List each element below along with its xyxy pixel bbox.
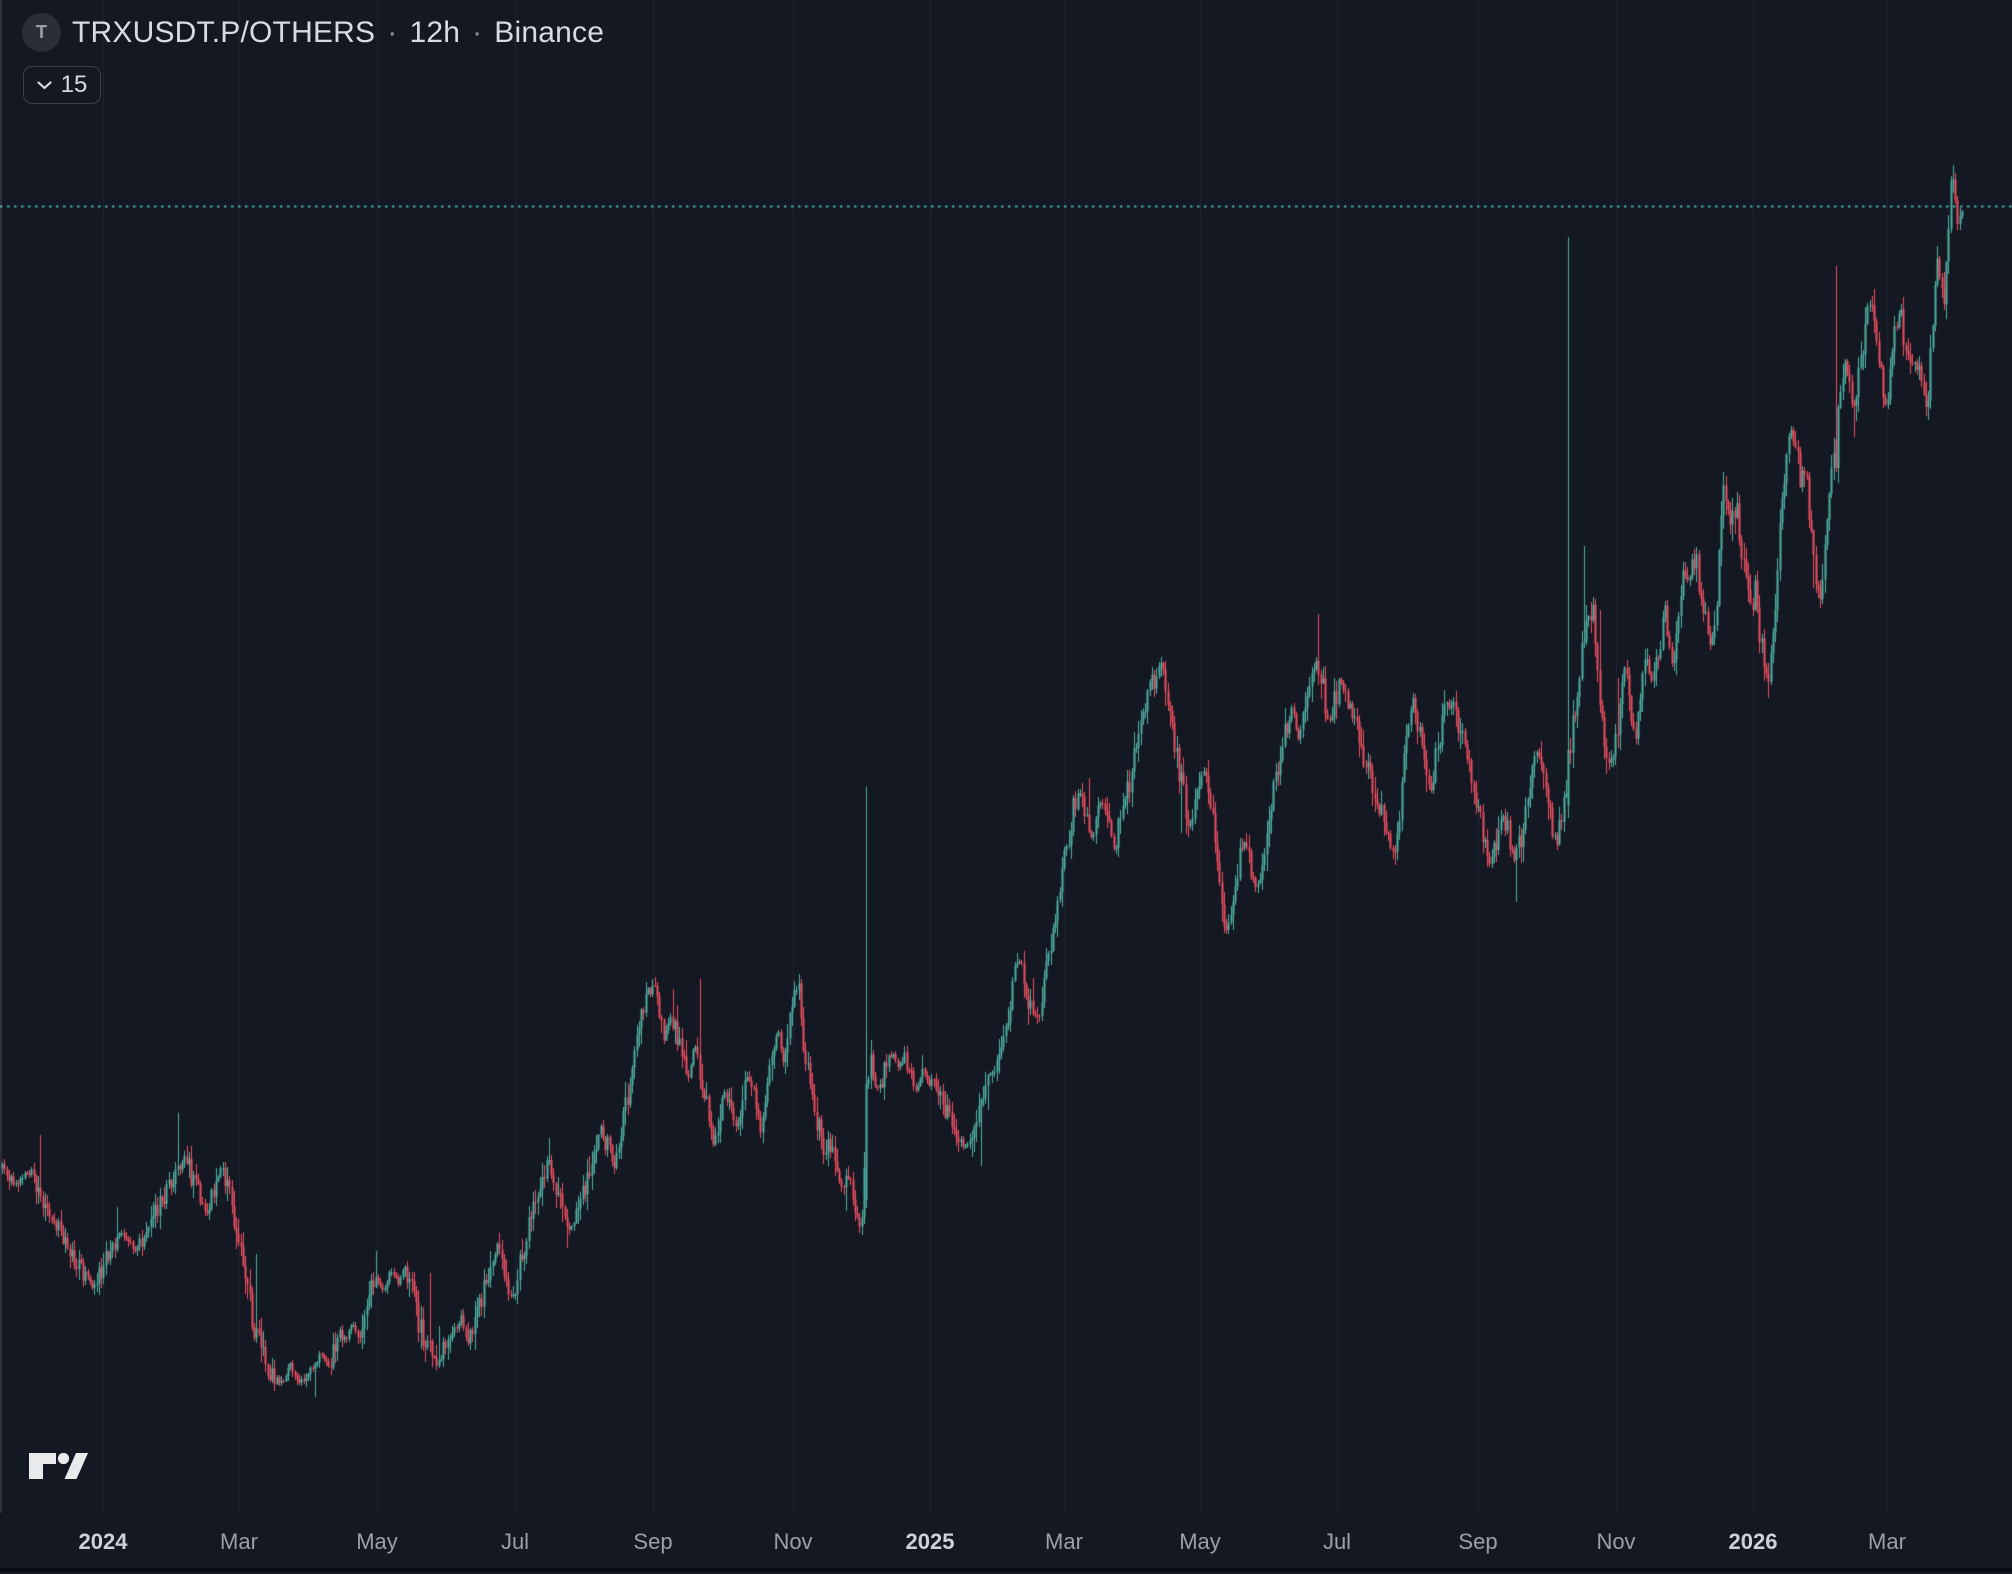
time-axis[interactable]: 2024 Mar May Jul Sep Nov 2025 Mar May Jul Sep Nov 20… xyxy=(0,1513,2012,1568)
tradingview-logo[interactable] xyxy=(26,1450,90,1491)
window-bottom-border xyxy=(0,1568,2012,1572)
symbol-logo-badge: T xyxy=(22,13,61,52)
chevron-down-icon xyxy=(37,80,52,89)
interval-label[interactable]: 12h xyxy=(409,15,461,49)
pane-left-edge xyxy=(0,0,2,1513)
collapsed-indicator-count: 15 xyxy=(60,71,88,98)
title-separator: · xyxy=(387,15,398,49)
axis-label: Mar xyxy=(220,1529,258,1554)
axis-label: 2026 xyxy=(1728,1529,1778,1554)
axis-label: May xyxy=(1179,1529,1221,1554)
symbol-name[interactable]: TRXUSDT.P/OTHERS xyxy=(72,15,376,49)
axis-label: Nov xyxy=(773,1529,813,1554)
axis-label: Jul xyxy=(500,1529,530,1554)
title-separator: · xyxy=(472,15,483,49)
axis-label: Jul xyxy=(1322,1529,1352,1554)
axis-label: Nov xyxy=(1596,1529,1636,1554)
axis-label: Mar xyxy=(1045,1529,1083,1554)
axis-label: Sep xyxy=(633,1529,673,1554)
axis-label: 2024 xyxy=(78,1529,128,1554)
axis-label: 2025 xyxy=(905,1529,955,1554)
chart-legend-header: T TRXUSDT.P/OTHERS · 12h · Binance xyxy=(22,13,604,52)
axis-label: Sep xyxy=(1458,1529,1498,1554)
exchange-label[interactable]: Binance xyxy=(494,15,605,49)
collapsed-indicator-button[interactable]: 15 xyxy=(23,66,101,104)
symbol-logo-letter: T xyxy=(36,22,47,42)
axis-label: Mar xyxy=(1868,1529,1906,1554)
axis-label: May xyxy=(356,1529,398,1554)
chart-title[interactable]: TRXUSDT.P/OTHERS · 12h · Binance xyxy=(72,16,604,50)
